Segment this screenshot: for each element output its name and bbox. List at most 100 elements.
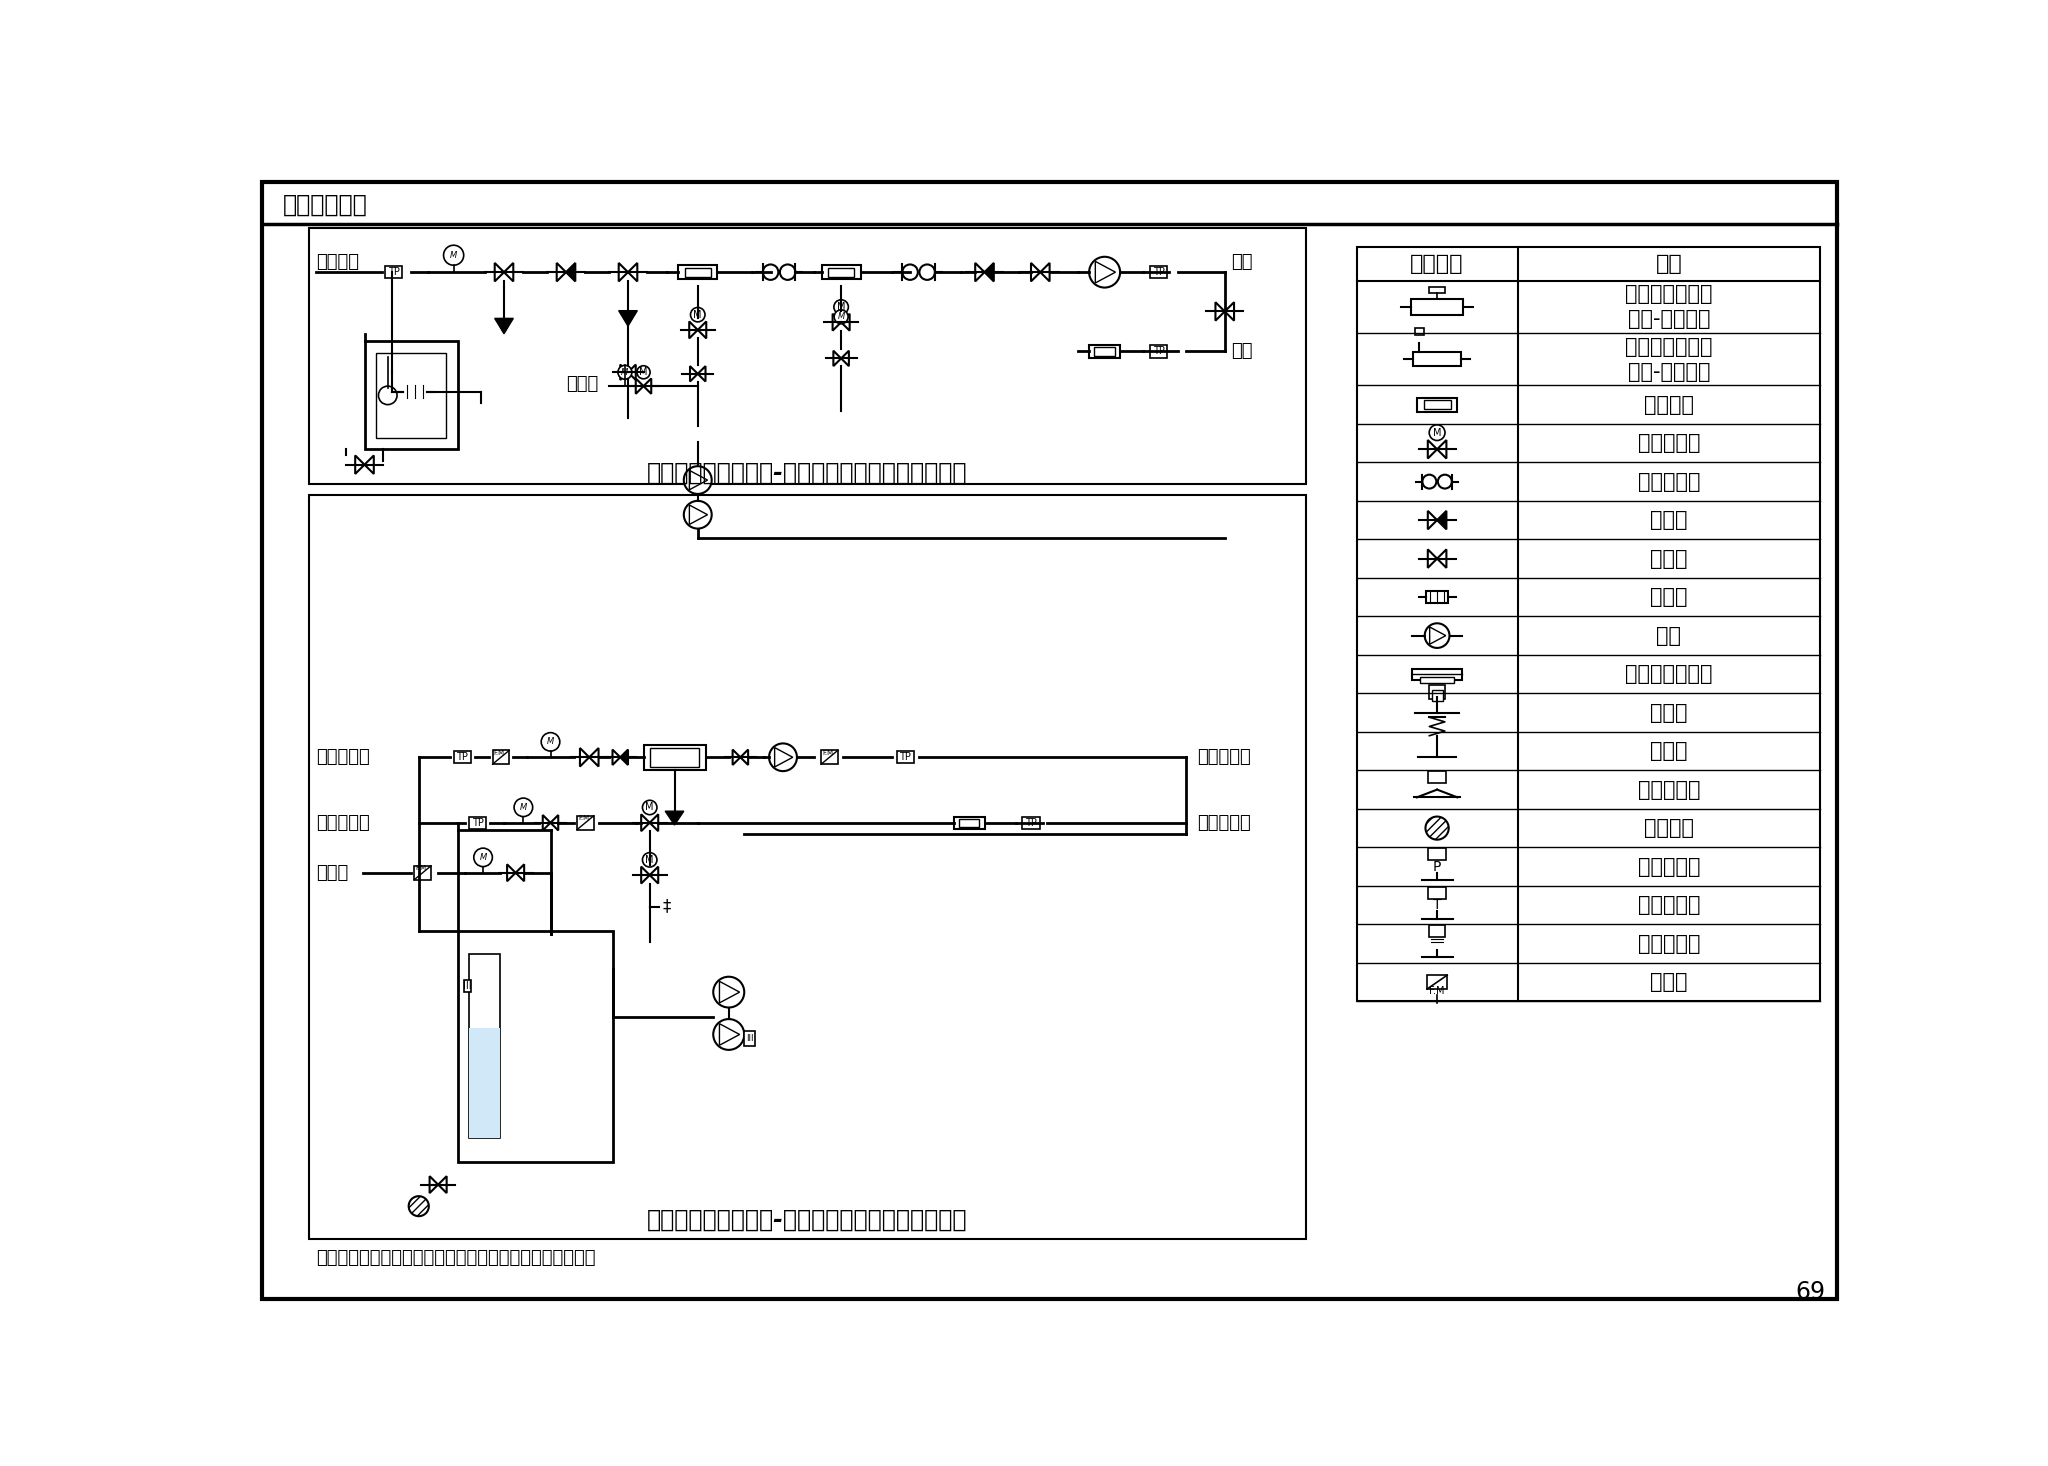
Polygon shape: [719, 981, 739, 1003]
Text: TP: TP: [457, 752, 469, 762]
Text: III: III: [463, 981, 471, 991]
Circle shape: [713, 1019, 743, 1050]
Bar: [1411, 299, 1464, 315]
Circle shape: [684, 466, 713, 494]
Polygon shape: [1030, 262, 1040, 281]
Polygon shape: [621, 749, 629, 765]
Text: 电子液位计: 电子液位计: [1638, 934, 1700, 953]
Text: TP: TP: [387, 267, 399, 277]
Text: M: M: [838, 302, 846, 312]
Text: F.M: F.M: [1430, 987, 1444, 995]
Text: 截止阀: 截止阀: [1651, 548, 1688, 569]
Text: 《热易达》喷射
式汽-水换热器: 《热易达》喷射 式汽-水换热器: [1624, 284, 1712, 330]
Polygon shape: [842, 314, 850, 331]
Polygon shape: [496, 318, 514, 334]
Bar: [954, 817, 985, 828]
Polygon shape: [618, 262, 629, 281]
Circle shape: [1090, 257, 1120, 287]
Polygon shape: [618, 311, 637, 325]
Bar: [743, 1031, 756, 1047]
Polygon shape: [635, 378, 643, 394]
Polygon shape: [580, 748, 590, 767]
Circle shape: [834, 309, 848, 324]
Bar: [897, 751, 913, 764]
Text: 双球避震喉: 双球避震喉: [1638, 472, 1700, 491]
Bar: [309, 229, 1307, 484]
Polygon shape: [643, 378, 651, 394]
Circle shape: [1438, 475, 1452, 488]
Text: 流量计: 流量计: [1651, 972, 1688, 992]
Bar: [684, 268, 711, 277]
Text: 《热易达》喷射
式水-水换热器: 《热易达》喷射 式水-水换热器: [1624, 337, 1712, 381]
Polygon shape: [1225, 302, 1235, 321]
Polygon shape: [612, 749, 621, 765]
Bar: [492, 751, 510, 764]
Bar: [1432, 690, 1442, 701]
Circle shape: [541, 733, 559, 751]
Circle shape: [834, 299, 848, 314]
Circle shape: [920, 264, 934, 280]
Polygon shape: [774, 748, 793, 767]
Text: 二次侧供水: 二次侧供水: [1198, 748, 1251, 767]
Bar: [1151, 265, 1167, 279]
Polygon shape: [733, 749, 741, 765]
Bar: [1417, 397, 1458, 412]
Text: TP: TP: [1026, 818, 1036, 828]
Bar: [649, 748, 698, 767]
Circle shape: [903, 264, 918, 280]
Text: M: M: [479, 853, 487, 862]
Bar: [821, 751, 838, 764]
Polygon shape: [719, 1023, 739, 1045]
Circle shape: [1425, 623, 1450, 648]
Bar: [1415, 327, 1423, 336]
Polygon shape: [438, 1176, 446, 1193]
Text: M: M: [520, 803, 526, 812]
Circle shape: [684, 501, 713, 529]
Text: 止回阀: 止回阀: [1651, 510, 1688, 531]
Bar: [1419, 677, 1454, 683]
Text: M: M: [547, 737, 555, 746]
Polygon shape: [621, 365, 629, 380]
Bar: [1022, 817, 1040, 828]
Polygon shape: [1427, 440, 1438, 459]
Bar: [365, 342, 457, 449]
Circle shape: [381, 412, 401, 432]
Polygon shape: [1430, 627, 1446, 644]
Text: M: M: [639, 368, 647, 377]
Bar: [309, 496, 1307, 1239]
Text: M: M: [694, 309, 702, 320]
Bar: [958, 818, 979, 827]
Circle shape: [1425, 817, 1448, 840]
Polygon shape: [543, 815, 551, 830]
Circle shape: [713, 976, 743, 1007]
Text: 电动调节阀: 电动调节阀: [1638, 432, 1700, 453]
Text: M: M: [645, 855, 653, 865]
Text: ‡: ‡: [664, 897, 672, 915]
Polygon shape: [365, 456, 375, 474]
Text: 图形符号: 图形符号: [1411, 254, 1464, 274]
Text: TP: TP: [899, 752, 911, 762]
Text: 《热易达》喷射式汽-水热交换装置供暖系统原理图: 《热易达》喷射式汽-水热交换装置供暖系统原理图: [647, 460, 967, 484]
Bar: [1430, 287, 1444, 293]
Polygon shape: [649, 814, 657, 831]
Polygon shape: [834, 314, 842, 331]
Bar: [678, 265, 717, 279]
Text: 水泵: 水泵: [1657, 626, 1681, 645]
Bar: [385, 265, 403, 279]
Polygon shape: [641, 814, 649, 831]
Bar: [1090, 346, 1120, 358]
Polygon shape: [690, 504, 707, 525]
Polygon shape: [641, 866, 649, 884]
Bar: [1094, 347, 1114, 356]
Bar: [457, 931, 612, 1161]
Polygon shape: [649, 866, 657, 884]
Text: M: M: [1434, 428, 1442, 438]
Text: F.M: F.M: [578, 815, 590, 821]
Bar: [1151, 346, 1167, 358]
Polygon shape: [1438, 440, 1446, 459]
Polygon shape: [834, 350, 842, 366]
Bar: [1430, 925, 1444, 937]
Circle shape: [514, 798, 532, 817]
Text: 供水: 供水: [1231, 254, 1253, 271]
Text: 二次侧回水: 二次侧回水: [1198, 814, 1251, 831]
